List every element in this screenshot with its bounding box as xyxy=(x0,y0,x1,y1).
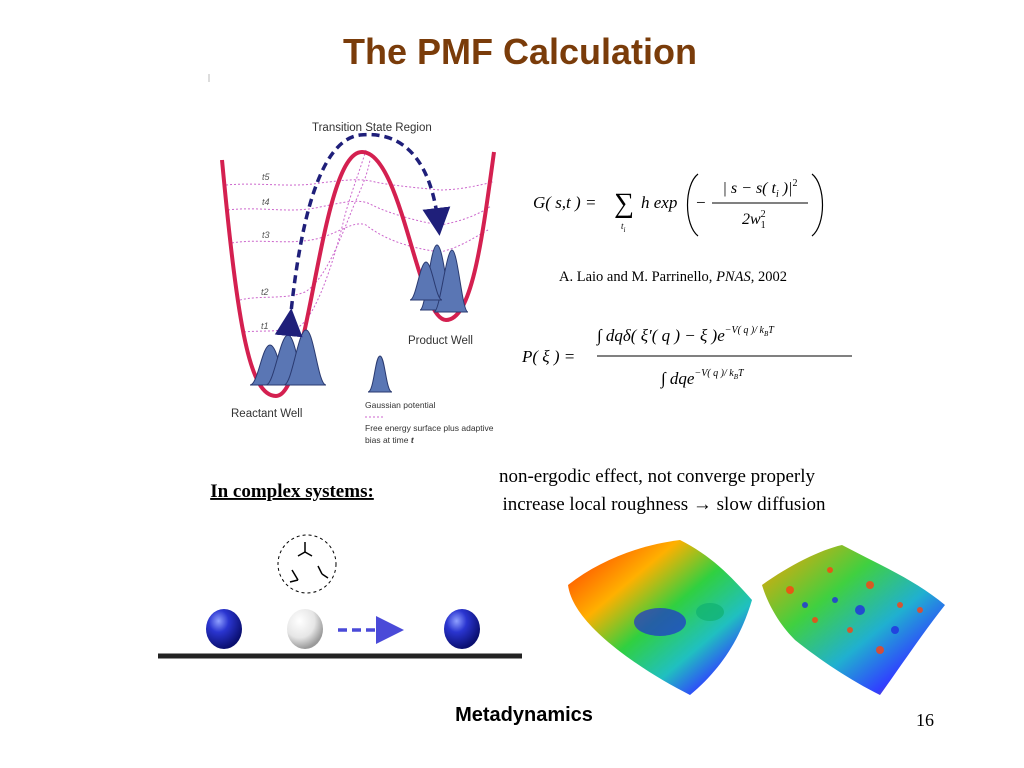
effect-line: non-ergodic effect, not converge properl… xyxy=(499,466,816,487)
eq-sup: −V( q )/ k xyxy=(694,368,734,379)
legend-surface: Free energy surface plus adaptive xyxy=(365,423,494,433)
energy-surfaces xyxy=(568,540,945,695)
rough-surface xyxy=(762,545,945,695)
eq-sup: T xyxy=(768,325,775,336)
ball xyxy=(444,609,480,649)
eq-text: ∫ dqe xyxy=(660,369,695,389)
paren xyxy=(811,173,823,237)
eq-text: | s − s( t xyxy=(723,180,777,197)
eq-numerator: ∫ dqδ( ξ′( q ) − ξ )e−V( q )/ kBT xyxy=(596,325,775,346)
eq-lhs: P( ξ ) = xyxy=(521,347,575,366)
surface-well xyxy=(634,608,686,636)
eq-text: ∫ dqδ( ξ′( q ) − ξ )e xyxy=(596,326,725,346)
eq-sub: i xyxy=(776,189,779,200)
reactant-label: Reactant Well xyxy=(231,408,302,420)
legend-gaussian: Gaussian potential xyxy=(365,400,436,410)
product-label: Product Well xyxy=(408,335,473,347)
eq-sup: 2 xyxy=(792,178,797,189)
roughness xyxy=(786,567,923,654)
roughness xyxy=(802,597,899,634)
molecule-ring xyxy=(277,534,337,594)
effect-line: increase local roughness → slow diffusio… xyxy=(502,494,826,515)
eq-sum: ∑ xyxy=(614,188,634,219)
eq-sub: i xyxy=(624,226,626,234)
legend-surface-text: bias at time xyxy=(365,435,411,445)
time-label: t1 xyxy=(261,321,269,331)
paren xyxy=(687,173,699,237)
ball xyxy=(287,609,323,649)
surface-well xyxy=(696,603,724,621)
bias-equation: G( s,t ) = ∑ ti h exp − | s − s( ti )|2 … xyxy=(533,173,823,237)
eq-text: )| xyxy=(779,180,793,197)
legend-time: t xyxy=(411,435,415,445)
eq-term: h exp xyxy=(641,193,677,212)
caption: Metadynamics xyxy=(455,704,593,726)
eq-sup-sub: B xyxy=(764,330,769,338)
citation: A. Laio and M. Parrinello, PNAS, 2002 xyxy=(559,269,787,285)
citation-authors: A. Laio and M. Parrinello, xyxy=(559,269,716,285)
eq-text: 2w xyxy=(742,211,761,228)
gaussians xyxy=(249,244,469,393)
eq-lhs: G( s,t ) = xyxy=(533,193,596,212)
systems-heading: In complex systems: xyxy=(210,481,374,502)
eq-numerator: | s − s( ti )|2 xyxy=(723,178,798,200)
eq-denominator: ∫ dqe−V( q )/ kBT xyxy=(660,368,745,389)
time-label: t3 xyxy=(262,230,270,240)
eq-sub: 1 xyxy=(761,220,766,231)
eq-sum-index: ti xyxy=(621,221,626,234)
legend-surface: bias at time t xyxy=(365,435,415,445)
eq-text: t xyxy=(621,221,624,231)
citation-year: , 2002 xyxy=(751,269,787,285)
ball xyxy=(206,609,242,649)
molecule xyxy=(289,542,329,583)
citation-journal: PNAS xyxy=(715,269,751,285)
diffusion-illustration xyxy=(158,534,522,659)
time-label: t4 xyxy=(262,197,270,207)
time-label: t2 xyxy=(261,287,269,297)
eq-denominator: 2w2 1 xyxy=(742,209,766,231)
transition-label: Transition State Region xyxy=(312,122,432,134)
eq-sup: 2 xyxy=(761,209,766,220)
eq-minus: − xyxy=(696,193,706,212)
page-number: 16 xyxy=(916,710,934,730)
transition-arrow xyxy=(274,132,451,338)
eq-sup: −V( q )/ k xyxy=(725,325,765,336)
eq-sup-sub: B xyxy=(734,373,739,381)
slide-title: The PMF Calculation xyxy=(343,31,697,72)
time-label: t5 xyxy=(262,172,271,182)
pmf-equation: P( ξ ) = ∫ dqδ( ξ′( q ) − ξ )e−V( q )/ k… xyxy=(521,325,852,389)
eq-sup: T xyxy=(738,368,745,379)
energy-figure: Transition State Region t5 t4 t3 t2 t1 P… xyxy=(220,122,496,445)
